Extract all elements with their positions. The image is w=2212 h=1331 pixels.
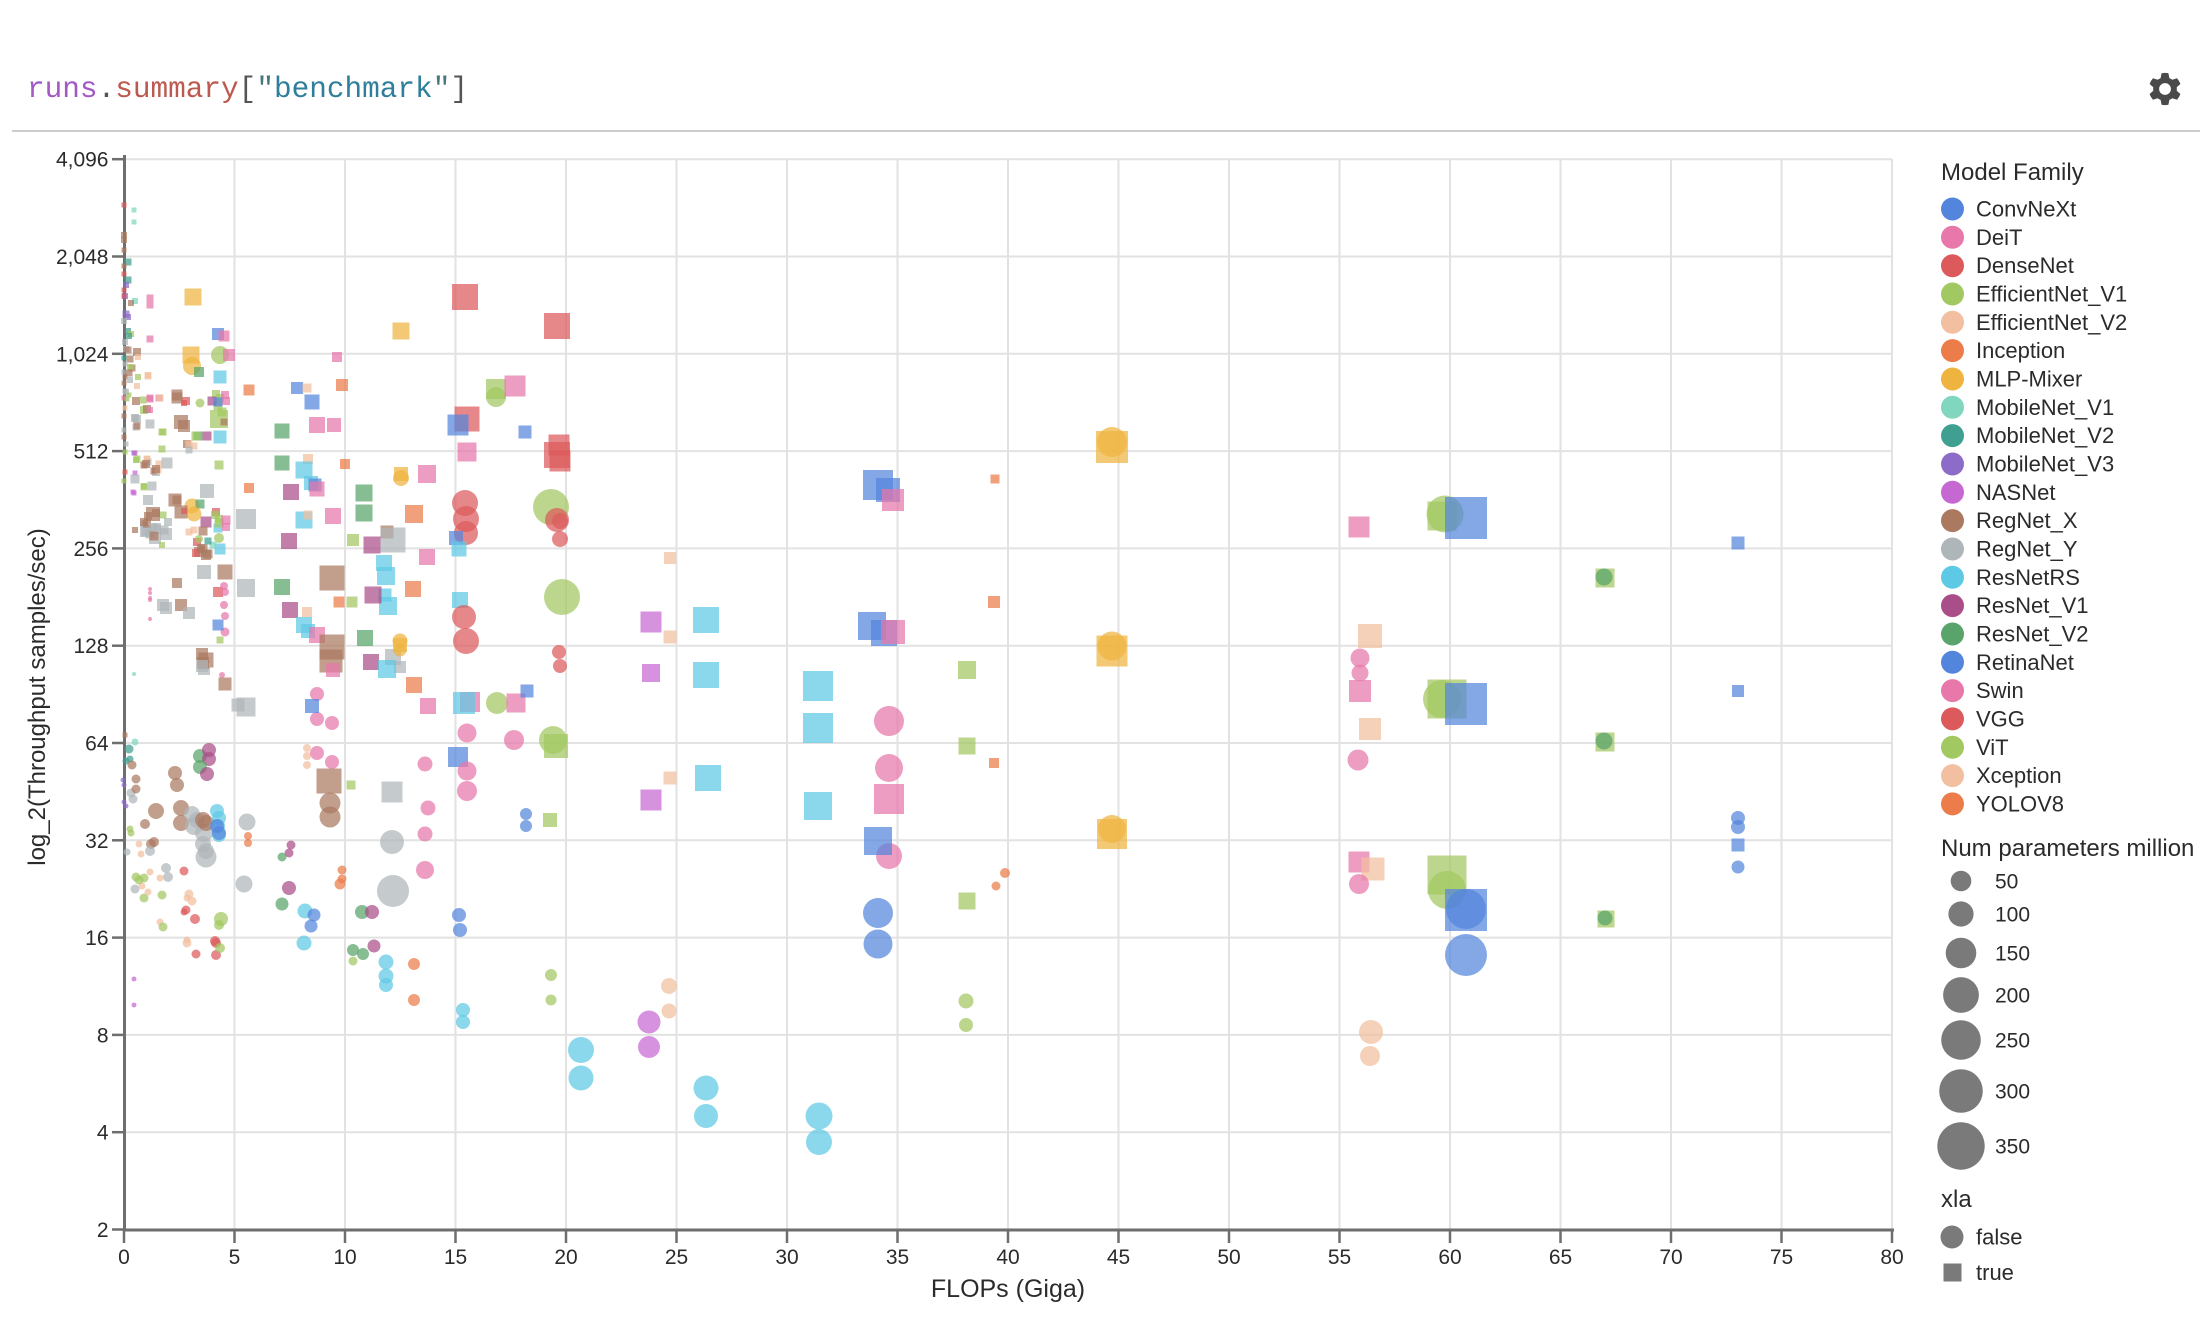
- svg-text:ViT: ViT: [1976, 735, 2009, 760]
- svg-text:80: 80: [1880, 1246, 1903, 1269]
- svg-text:75: 75: [1770, 1246, 1793, 1269]
- svg-text:256: 256: [73, 538, 108, 561]
- svg-text:Inception: Inception: [1976, 338, 2065, 363]
- svg-text:ConvNeXt: ConvNeXt: [1976, 197, 2076, 222]
- svg-text:VGG: VGG: [1976, 706, 2025, 731]
- svg-text:false: false: [1976, 1225, 2022, 1250]
- svg-text:Num parameters million: Num parameters million: [1941, 835, 2194, 862]
- svg-text:ResNetRS: ResNetRS: [1976, 565, 2080, 590]
- svg-text:2,048: 2,048: [56, 246, 109, 269]
- svg-text:128: 128: [73, 635, 108, 658]
- svg-text:YOLOV8: YOLOV8: [1976, 791, 2064, 816]
- svg-text:50: 50: [1995, 871, 2018, 894]
- svg-text:EfficientNet_V2: EfficientNet_V2: [1976, 310, 2127, 335]
- svg-text:35: 35: [886, 1246, 909, 1269]
- svg-text:200: 200: [1995, 985, 2030, 1008]
- svg-text:1,024: 1,024: [56, 343, 109, 366]
- svg-text:64: 64: [85, 733, 109, 756]
- svg-text:250: 250: [1995, 1030, 2030, 1053]
- svg-text:0: 0: [118, 1246, 130, 1269]
- svg-text:4: 4: [97, 1122, 109, 1145]
- svg-text:16: 16: [85, 927, 108, 950]
- svg-text:50: 50: [1217, 1246, 1240, 1269]
- svg-text:300: 300: [1995, 1081, 2030, 1104]
- svg-text:Model Family: Model Family: [1941, 159, 2084, 186]
- svg-text:MobileNet_V2: MobileNet_V2: [1976, 423, 2114, 448]
- svg-text:RegNet_X: RegNet_X: [1976, 508, 2078, 533]
- svg-text:DeiT: DeiT: [1976, 225, 2022, 250]
- svg-text:40: 40: [996, 1246, 1019, 1269]
- svg-text:70: 70: [1659, 1246, 1682, 1269]
- svg-text:EfficientNet_V1: EfficientNet_V1: [1976, 282, 2127, 307]
- svg-text:2: 2: [97, 1219, 109, 1242]
- svg-text:30: 30: [775, 1246, 798, 1269]
- svg-text:MLP-Mixer: MLP-Mixer: [1976, 367, 2082, 392]
- svg-text:Xception: Xception: [1976, 763, 2062, 788]
- svg-text:15: 15: [444, 1246, 467, 1269]
- svg-text:DenseNet: DenseNet: [1976, 253, 2074, 278]
- svg-text:55: 55: [1328, 1246, 1351, 1269]
- svg-text:10: 10: [333, 1246, 356, 1269]
- svg-text:MobileNet_V1: MobileNet_V1: [1976, 395, 2114, 420]
- svg-text:150: 150: [1995, 943, 2030, 966]
- svg-text:32: 32: [85, 830, 108, 853]
- svg-text:25: 25: [665, 1246, 688, 1269]
- svg-text:60: 60: [1438, 1246, 1461, 1269]
- svg-text:xla: xla: [1941, 1186, 1972, 1213]
- svg-text:100: 100: [1995, 904, 2030, 927]
- svg-text:8: 8: [97, 1024, 109, 1047]
- svg-text:5: 5: [229, 1246, 241, 1269]
- svg-text:4,096: 4,096: [56, 149, 109, 172]
- svg-text:true: true: [1976, 1260, 2014, 1285]
- svg-text:Swin: Swin: [1976, 678, 2024, 703]
- svg-text:RetinaNet: RetinaNet: [1976, 650, 2074, 675]
- svg-text:RegNet_Y: RegNet_Y: [1976, 537, 2078, 562]
- svg-text:350: 350: [1995, 1136, 2030, 1159]
- svg-text:NASNet: NASNet: [1976, 480, 2055, 505]
- svg-text:FLOPs (Giga): FLOPs (Giga): [931, 1275, 1085, 1303]
- svg-text:ResNet_V1: ResNet_V1: [1976, 593, 2089, 618]
- svg-text:ResNet_V2: ResNet_V2: [1976, 622, 2089, 647]
- svg-text:20: 20: [554, 1246, 577, 1269]
- svg-text:512: 512: [73, 441, 108, 464]
- svg-text:45: 45: [1107, 1246, 1130, 1269]
- svg-text:log_2(Throughput samples/sec): log_2(Throughput samples/sec): [24, 528, 51, 866]
- svg-text:MobileNet_V3: MobileNet_V3: [1976, 452, 2114, 477]
- svg-text:65: 65: [1549, 1246, 1572, 1269]
